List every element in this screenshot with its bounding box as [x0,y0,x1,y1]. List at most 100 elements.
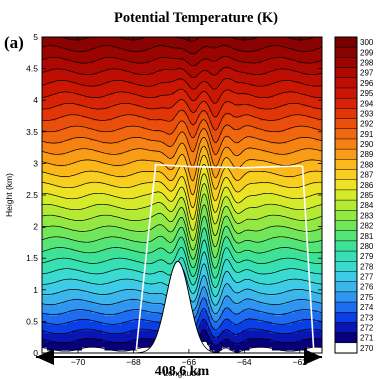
field-cell [64,71,68,75]
field-cell [62,321,65,325]
field-cell [99,240,103,245]
field-cell [112,209,115,213]
field-cell [154,243,158,248]
field-cell [99,91,103,95]
field-cell [117,315,120,319]
field-cell [107,309,110,314]
field-cell [154,292,158,296]
field-cell [142,295,145,299]
field-cell [117,209,120,213]
field-cell [64,263,68,268]
field-cell [49,126,53,130]
field-cell [54,318,58,322]
field-cell [152,160,155,164]
field-cell [49,111,53,115]
field-cell [79,289,83,294]
field-cell [92,269,95,273]
field-cell [142,157,145,161]
field-cell [124,289,128,294]
field-cell [69,301,73,305]
field-cell [69,192,73,196]
field-cell [134,252,138,256]
field-cell [97,284,100,288]
field-cell [77,177,80,182]
field-cell [54,192,58,196]
field-cell [52,263,55,268]
field-cell [84,249,88,253]
field-cell [102,51,105,55]
field-cell [49,85,53,90]
field-cell [59,154,63,159]
field-cell [77,140,80,144]
field-cell [89,203,93,207]
field-cell [74,226,78,230]
field-cell [102,324,105,328]
field-cell [62,217,65,222]
field-cell [104,212,108,216]
field-cell [87,80,90,84]
field-cell [112,243,115,248]
field-cell [107,200,110,205]
field-cell [42,327,45,331]
field-cell [64,289,68,294]
field-cell [94,275,98,279]
field-cell [114,108,118,113]
field-cell [102,235,105,239]
field-cell [102,269,105,273]
field-cell [127,289,130,294]
field-cell [49,172,53,176]
field-cell [114,243,118,248]
field-cell [117,163,120,167]
field-cell [62,82,65,87]
field-cell [64,272,68,276]
field-cell [147,307,150,311]
field-cell [52,309,55,314]
field-cell [47,88,50,92]
field-cell [114,134,118,138]
field-cell [62,108,65,113]
field-cell [107,137,110,141]
field-cell [142,338,145,342]
field-cell [124,226,128,230]
field-cell [94,292,98,296]
field-cell [92,103,95,107]
field-cell [67,292,70,296]
field-cell [119,341,123,345]
field-cell [152,151,155,156]
field-cell [144,157,148,161]
field-cell [97,154,100,159]
field-cell [44,238,48,242]
field-cell [57,281,60,285]
field-cell [94,258,98,262]
field-cell [42,344,45,348]
field-cell [77,243,80,248]
field-cell [54,344,58,348]
field-cell [129,108,133,113]
field-cell [74,154,78,159]
field-cell [127,307,130,311]
field-cell [89,128,93,133]
field-cell [77,123,80,127]
field-cell [77,51,80,55]
field-cell [99,105,103,110]
field-cell [114,68,118,72]
field-cell [129,103,133,107]
field-cell [49,103,53,107]
field-cell [47,134,50,138]
field-cell [92,341,95,345]
field-cell [142,62,145,67]
field-cell [72,77,75,81]
field-cell [132,160,135,164]
field-cell [107,37,110,41]
field-cell [137,304,140,308]
field-cell [62,330,65,334]
field-cell [87,295,90,299]
field-cell [57,246,60,250]
field-cell [142,37,145,41]
field-cell [132,85,135,90]
field-cell [142,255,145,259]
field-cell [52,177,55,182]
field-cell [144,212,148,216]
field-cell [119,128,123,133]
field-cell [129,88,133,92]
